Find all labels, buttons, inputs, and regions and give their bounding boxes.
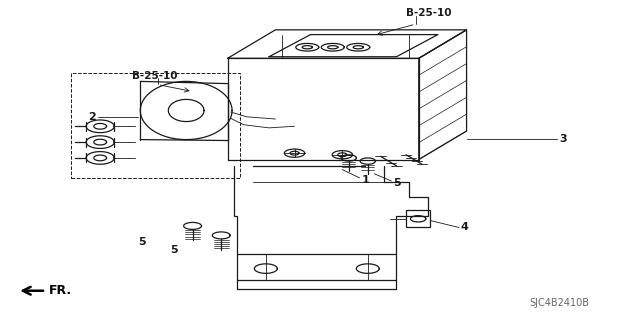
Text: 4: 4 xyxy=(460,222,468,233)
Text: 3: 3 xyxy=(559,134,566,144)
Text: 2: 2 xyxy=(88,112,96,122)
Bar xyxy=(406,210,430,227)
Text: 1: 1 xyxy=(362,175,369,185)
Text: 5: 5 xyxy=(138,237,146,247)
Text: B-25-10: B-25-10 xyxy=(132,71,177,81)
Text: B-25-10: B-25-10 xyxy=(406,8,452,19)
Text: SJC4B2410B: SJC4B2410B xyxy=(529,298,589,308)
Text: FR.: FR. xyxy=(49,284,72,297)
Text: 5: 5 xyxy=(170,245,178,255)
Bar xyxy=(72,72,241,178)
Text: 5: 5 xyxy=(394,178,401,188)
